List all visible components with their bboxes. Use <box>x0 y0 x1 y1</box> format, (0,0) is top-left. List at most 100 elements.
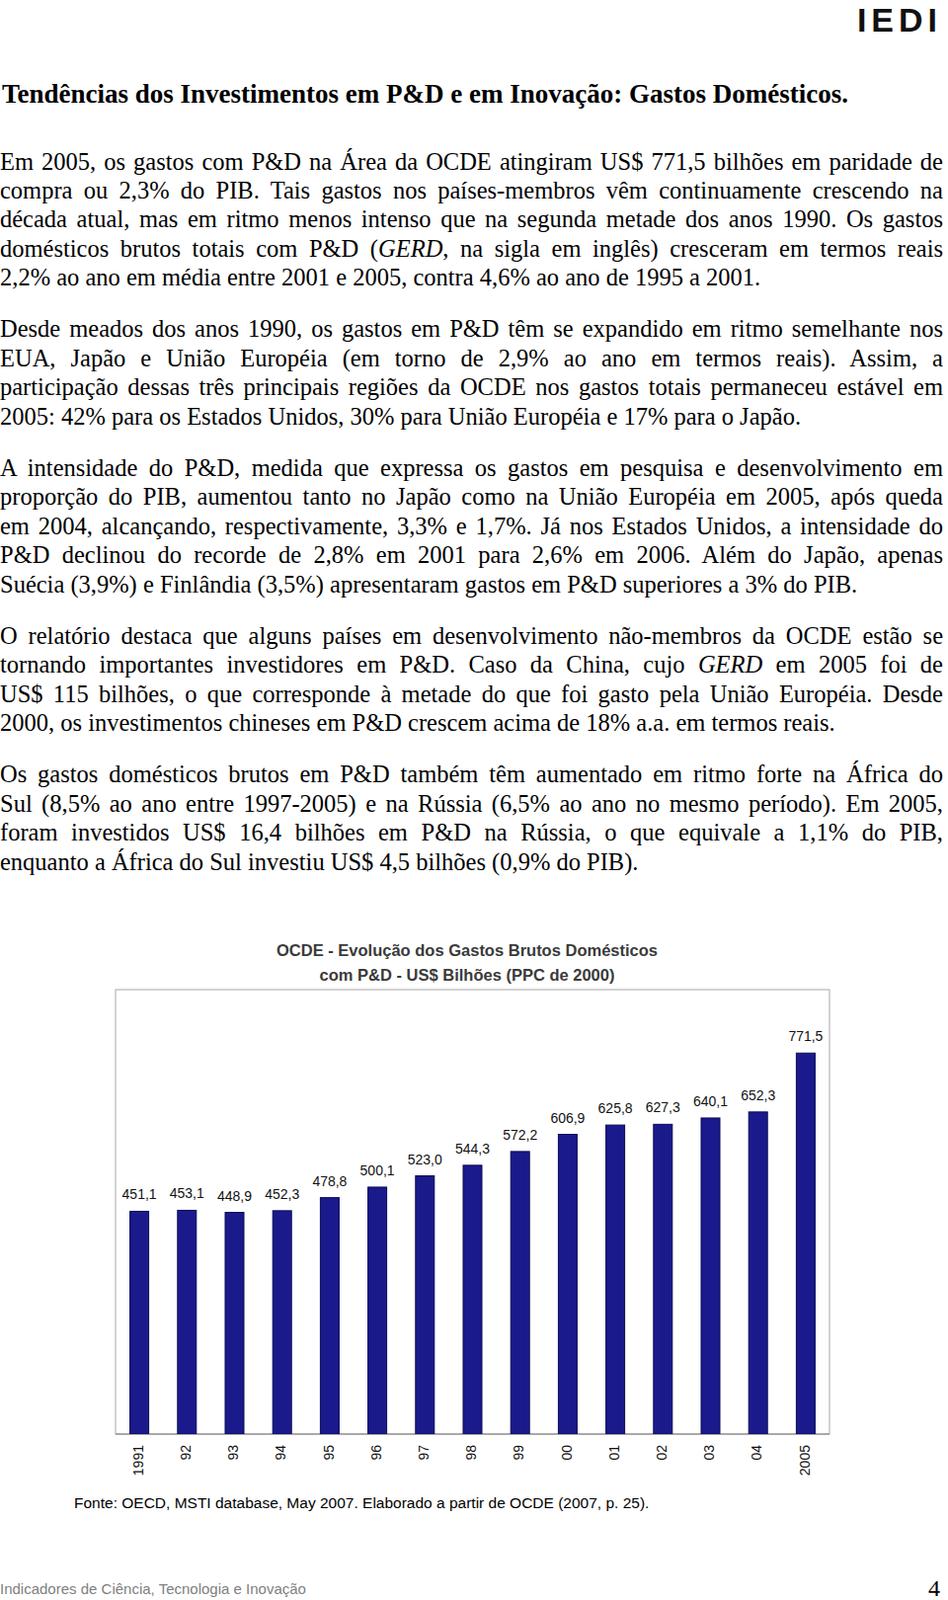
data-label: 640,1 <box>693 1093 728 1109</box>
bar <box>557 1134 577 1434</box>
text-line-content: Suécia (3,9%) e Finlândia (3,5%) apresen… <box>0 570 858 598</box>
text-line: proporção do PIB, aumentou tanto no Japã… <box>0 481 948 511</box>
text-line-content: P&D declinou do recorde de 2,8% em 2001 … <box>0 541 944 568</box>
bar <box>653 1123 673 1434</box>
data-label: 478,8 <box>312 1173 347 1189</box>
data-label: 448,9 <box>217 1187 252 1204</box>
bar <box>368 1186 388 1434</box>
text-line: compra ou 2,3% do PIB. Tais gastos nos p… <box>0 175 948 205</box>
text-line: em 2004, alcançando, respectivamente, 3,… <box>0 511 948 541</box>
text-line: Sul (8,5% ao ano entre 1997-2005) e na R… <box>0 789 948 818</box>
bar <box>130 1210 150 1434</box>
bar <box>319 1197 339 1434</box>
text-line-content: US$ 115 bilhões, o que corresponde à met… <box>0 680 944 708</box>
x-tick-label: 99 <box>510 1444 527 1461</box>
text-line-content: foram investidos US$ 16,4 bilhões em P&D… <box>0 818 944 846</box>
footer-text: Indicadores de Ciência, Tecnologia e Ino… <box>0 1578 307 1600</box>
text-line: enquanto a África do Sul investiu US$ 4,… <box>0 847 948 876</box>
data-label: 572,2 <box>502 1126 538 1143</box>
chart-subtitle: com P&D - US$ Bilhões (PPC de 2000) <box>319 965 616 984</box>
x-tick-label: 03 <box>701 1444 717 1461</box>
bar <box>701 1117 720 1434</box>
text-line: 2,2% ao ano em média entre 2001 e 2005, … <box>0 262 948 292</box>
text-line: Suécia (3,9%) e Finlândia (3,5%) apresen… <box>0 569 948 599</box>
italic-term: GERD <box>698 650 763 678</box>
logo: IEDI <box>857 0 943 40</box>
text-line-content: em 2004, alcançando, respectivamente, 3,… <box>0 512 944 540</box>
x-tick-label: 95 <box>320 1444 337 1461</box>
paragraph: Os gastos domésticos brutos em P&D també… <box>0 759 948 876</box>
bar <box>606 1124 626 1434</box>
text-line: O relatório destaca que alguns países em… <box>0 621 948 650</box>
data-label: 652,3 <box>740 1087 776 1104</box>
data-label: 452,3 <box>264 1185 300 1202</box>
data-label: 451,1 <box>122 1185 158 1202</box>
page-number: 4 <box>928 1574 941 1600</box>
paragraph: Em 2005, os gastos com P&D na Área da OC… <box>0 147 948 293</box>
x-tick-label: 04 <box>748 1444 765 1461</box>
plot-frame <box>115 989 830 1434</box>
x-tick-label: 01 <box>606 1444 623 1461</box>
text-line: Os gastos domésticos brutos em P&D també… <box>0 759 948 789</box>
text-line: 2005: 42% para os Estados Unidos, 30% pa… <box>0 401 948 431</box>
text-line-content: década atual, mas em ritmo menos intenso… <box>0 205 944 233</box>
x-tick-label: 98 <box>463 1444 479 1461</box>
data-label: 500,1 <box>360 1162 395 1179</box>
data-label: 523,0 <box>407 1151 443 1168</box>
data-label: 627,3 <box>645 1099 681 1115</box>
paragraph: O relatório destaca que alguns países em… <box>0 621 948 738</box>
text-line-content: proporção do PIB, aumentou tanto no Japã… <box>0 482 944 510</box>
text-line-content: EUA, Japão e União Européia (em torno de… <box>0 344 944 372</box>
text-line-content: Em 2005, os gastos com P&D na Área da OC… <box>0 148 944 175</box>
text-line-content: A intensidade do P&D, medida que express… <box>0 454 944 481</box>
data-label: 771,5 <box>788 1027 823 1044</box>
bar <box>463 1165 482 1434</box>
bar <box>225 1212 244 1434</box>
text-line: A intensidade do P&D, medida que express… <box>0 453 948 482</box>
text-line-content: participação dessas três principais regi… <box>0 373 944 400</box>
bar <box>510 1151 530 1434</box>
text-line-content: 2,2% ao ano em média entre 2001 e 2005, … <box>0 263 761 291</box>
bar <box>795 1052 815 1434</box>
text-line-content: Os gastos domésticos brutos em P&D també… <box>0 760 944 788</box>
text-line: US$ 115 bilhões, o que corresponde à met… <box>0 679 948 709</box>
x-tick-label: 94 <box>272 1444 289 1461</box>
paragraph: A intensidade do P&D, medida que express… <box>0 453 948 599</box>
text-line: foram investidos US$ 16,4 bilhões em P&D… <box>0 817 948 847</box>
text-line-content: O relatório destaca que alguns países em… <box>0 622 944 649</box>
bar <box>177 1209 197 1434</box>
data-label: 453,1 <box>169 1185 205 1201</box>
italic-term: GERD <box>378 235 443 262</box>
text-line: década atual, mas em ritmo menos intenso… <box>0 204 948 234</box>
data-label: 606,9 <box>550 1109 585 1126</box>
text-line: participação dessas três principais regi… <box>0 372 948 401</box>
text-line-content: 2000, os investimentos chineses em P&D c… <box>0 709 836 736</box>
text-line-content: compra ou 2,3% do PIB. Tais gastos nos p… <box>0 176 944 204</box>
text-line: tornando importantes investidores em P&D… <box>0 649 948 679</box>
body-text: Em 2005, os gastos com P&D na Área da OC… <box>0 147 948 876</box>
chart-title: OCDE - Evolução dos Gastos Brutos Domést… <box>276 941 658 959</box>
paragraph: Desde meados dos anos 1990, os gastos em… <box>0 314 948 431</box>
text-line: P&D declinou do recorde de 2,8% em 2001 … <box>0 540 948 569</box>
x-tick-label: 92 <box>177 1444 194 1461</box>
text-line: Desde meados dos anos 1990, os gastos em… <box>0 314 948 343</box>
x-tick-label: 96 <box>368 1444 385 1461</box>
text-line-content: tornando importantes investidores em P&D… <box>0 650 944 678</box>
x-tick-label: 2005 <box>796 1444 813 1476</box>
text-line-content: domésticos brutos totais com P&D (GERD, … <box>0 235 944 262</box>
data-label: 544,3 <box>455 1140 490 1157</box>
text-line: domésticos brutos totais com P&D (GERD, … <box>0 234 948 263</box>
text-line: EUA, Japão e União Européia (em torno de… <box>0 343 948 373</box>
data-label: 625,8 <box>598 1100 633 1116</box>
x-tick-label: 02 <box>653 1444 670 1461</box>
text-line-content: Desde meados dos anos 1990, os gastos em… <box>0 315 944 342</box>
text-line-content: 2005: 42% para os Estados Unidos, 30% pa… <box>0 402 801 430</box>
page-title: Tendências dos Investimentos em P&D e em… <box>1 77 849 111</box>
x-tick-label: 97 <box>415 1444 432 1461</box>
source-note: Fonte: OECD, MSTI database, May 2007. El… <box>74 1492 649 1514</box>
text-line-content: Sul (8,5% ao ano entre 1997-2005) e na R… <box>0 790 944 817</box>
text-line-content: enquanto a África do Sul investiu US$ 4,… <box>0 848 638 875</box>
bar <box>415 1176 435 1435</box>
text-line: 2000, os investimentos chineses em P&D c… <box>0 708 948 737</box>
bars <box>130 1052 816 1434</box>
